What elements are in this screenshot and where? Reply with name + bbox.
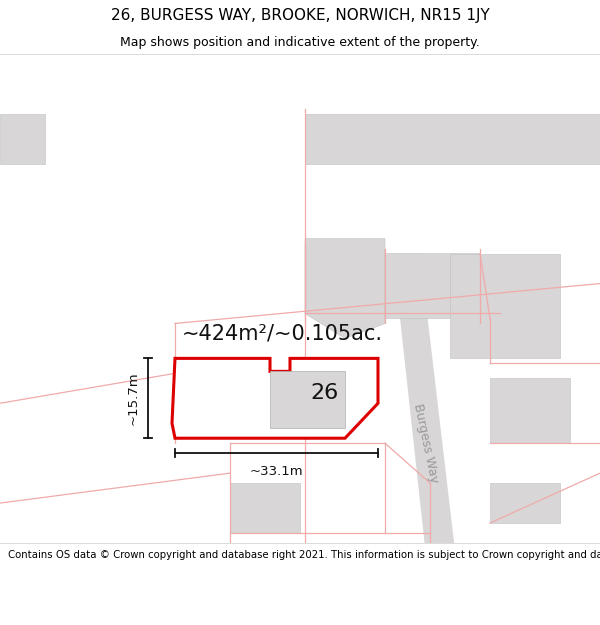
Polygon shape <box>490 543 555 593</box>
Polygon shape <box>0 114 45 164</box>
Polygon shape <box>393 254 460 593</box>
Polygon shape <box>270 371 345 428</box>
Text: 26, BURGESS WAY, BROOKE, NORWICH, NR15 1JY: 26, BURGESS WAY, BROOKE, NORWICH, NR15 1… <box>110 8 490 22</box>
Polygon shape <box>385 254 500 319</box>
Text: Burgess Way: Burgess Way <box>411 402 440 484</box>
Polygon shape <box>450 254 560 358</box>
Text: ~15.7m: ~15.7m <box>127 371 140 425</box>
Text: 26: 26 <box>310 383 338 403</box>
Text: Map shows position and indicative extent of the property.: Map shows position and indicative extent… <box>120 36 480 49</box>
Text: ~424m²/~0.105ac.: ~424m²/~0.105ac. <box>182 323 383 343</box>
Polygon shape <box>305 114 600 164</box>
Polygon shape <box>490 483 560 523</box>
Text: ~33.1m: ~33.1m <box>250 465 304 478</box>
Polygon shape <box>230 483 300 533</box>
Polygon shape <box>305 239 385 338</box>
Text: Contains OS data © Crown copyright and database right 2021. This information is : Contains OS data © Crown copyright and d… <box>8 549 600 559</box>
Polygon shape <box>172 358 378 438</box>
Polygon shape <box>490 378 570 443</box>
